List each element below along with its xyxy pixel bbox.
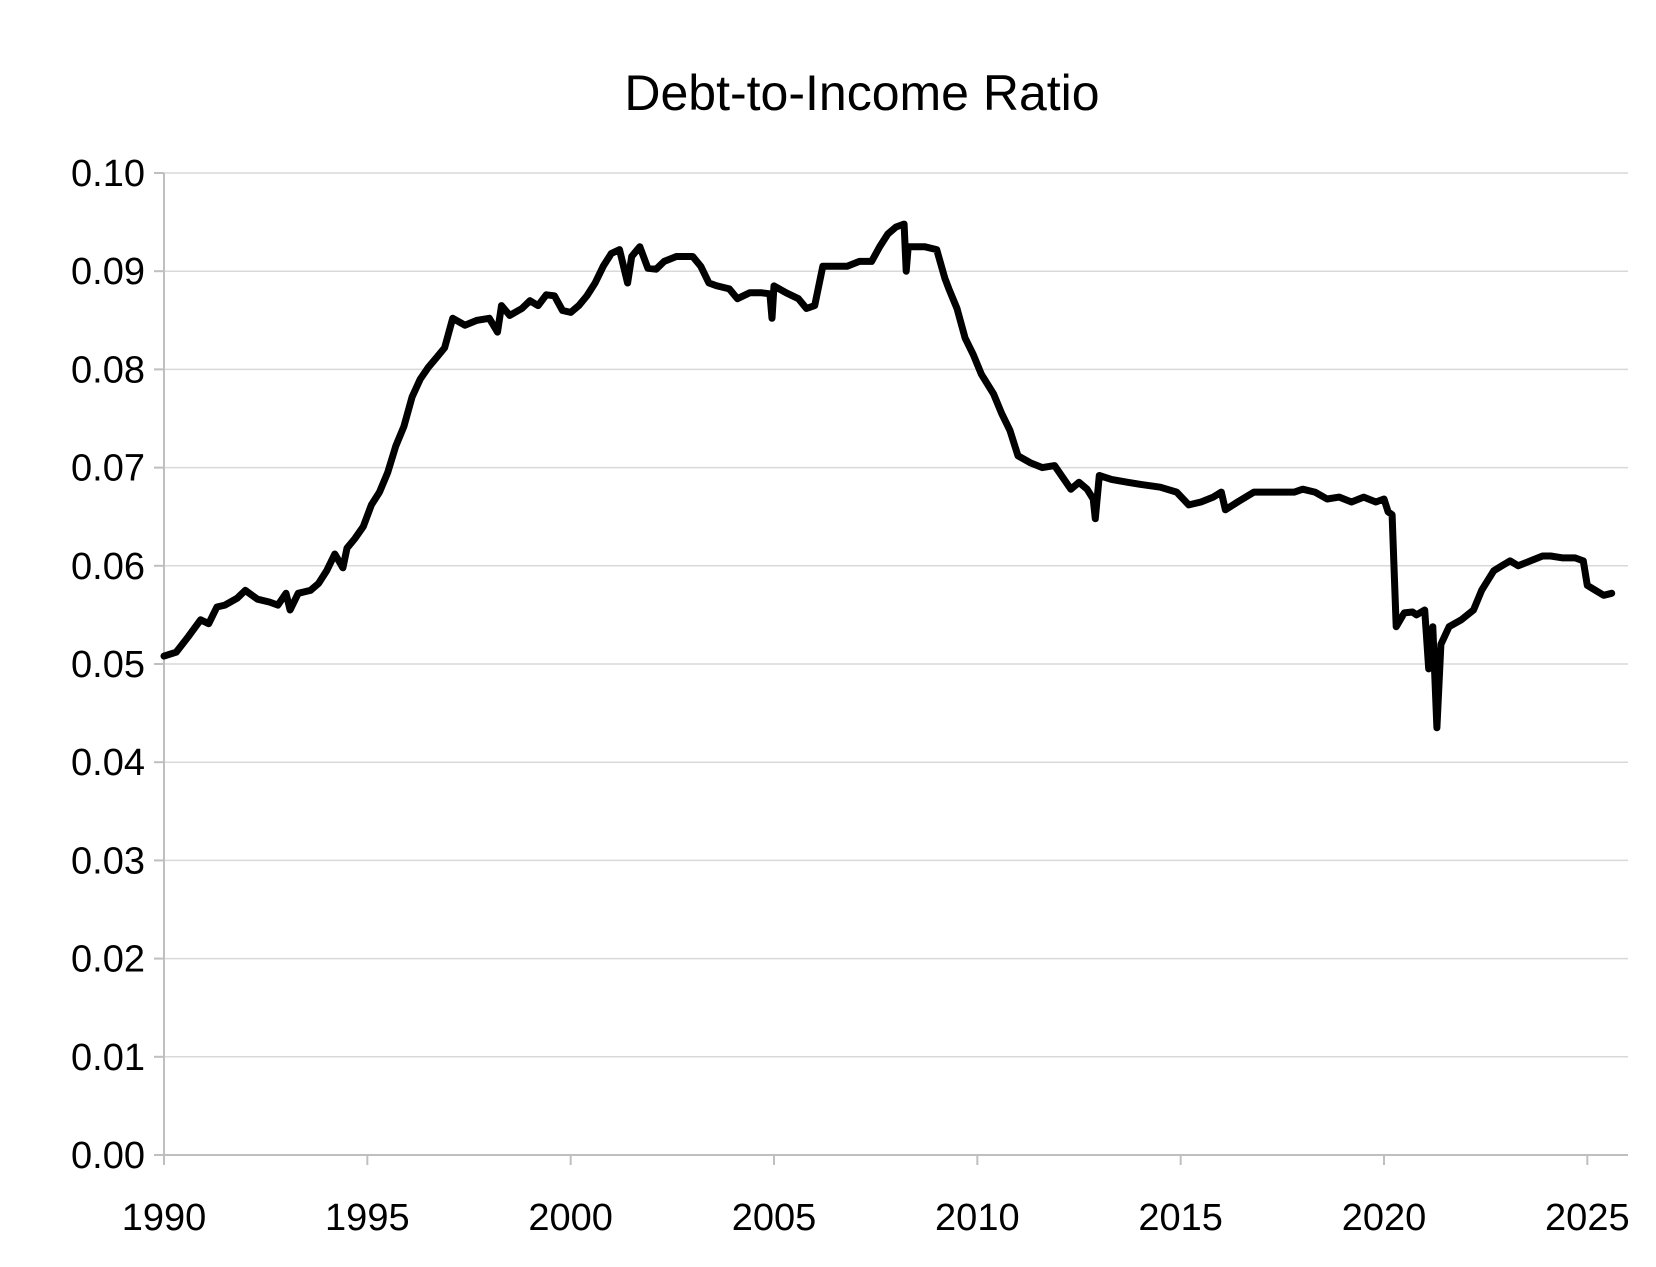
series-line <box>160 220 1616 732</box>
gridlines <box>164 172 1628 1058</box>
y-tick-label: 0.01 <box>71 1037 145 1079</box>
y-tick-label: 0.10 <box>71 153 145 195</box>
y-tick-label: 0.03 <box>71 840 145 882</box>
y-tick-label: 0.08 <box>71 349 145 391</box>
x-tick-label: 2020 <box>1342 1197 1427 1239</box>
x-tick-label: 2005 <box>732 1197 817 1239</box>
y-tick-label: 0.02 <box>71 939 145 981</box>
y-tick-label: 0.09 <box>71 251 145 293</box>
x-tick-label: 1995 <box>325 1197 410 1239</box>
x-tick-label: 2010 <box>935 1197 1020 1239</box>
chart-title: Debt-to-Income Ratio <box>624 65 1099 121</box>
x-tick-label: 1990 <box>122 1197 207 1239</box>
x-tick-label: 2015 <box>1138 1197 1223 1239</box>
x-axis-tick-labels: 1990 1995 2000 2005 2010 2015 2020 2025 <box>122 1197 1630 1239</box>
y-tick-label: 0.06 <box>71 546 145 588</box>
series-layer <box>160 220 1616 732</box>
x-tick-label: 2025 <box>1545 1197 1630 1239</box>
axes <box>154 172 1628 1165</box>
y-tick-label: 0.00 <box>71 1135 145 1177</box>
y-tick-label: 0.07 <box>71 448 145 490</box>
x-tick-label: 2000 <box>528 1197 613 1239</box>
y-tick-label: 0.04 <box>71 742 145 784</box>
y-tick-label: 0.05 <box>71 644 145 686</box>
y-axis-tick-labels: 0.00 0.01 0.02 0.03 0.04 0.05 0.06 0.07 0.08 0.09… <box>71 153 145 1177</box>
